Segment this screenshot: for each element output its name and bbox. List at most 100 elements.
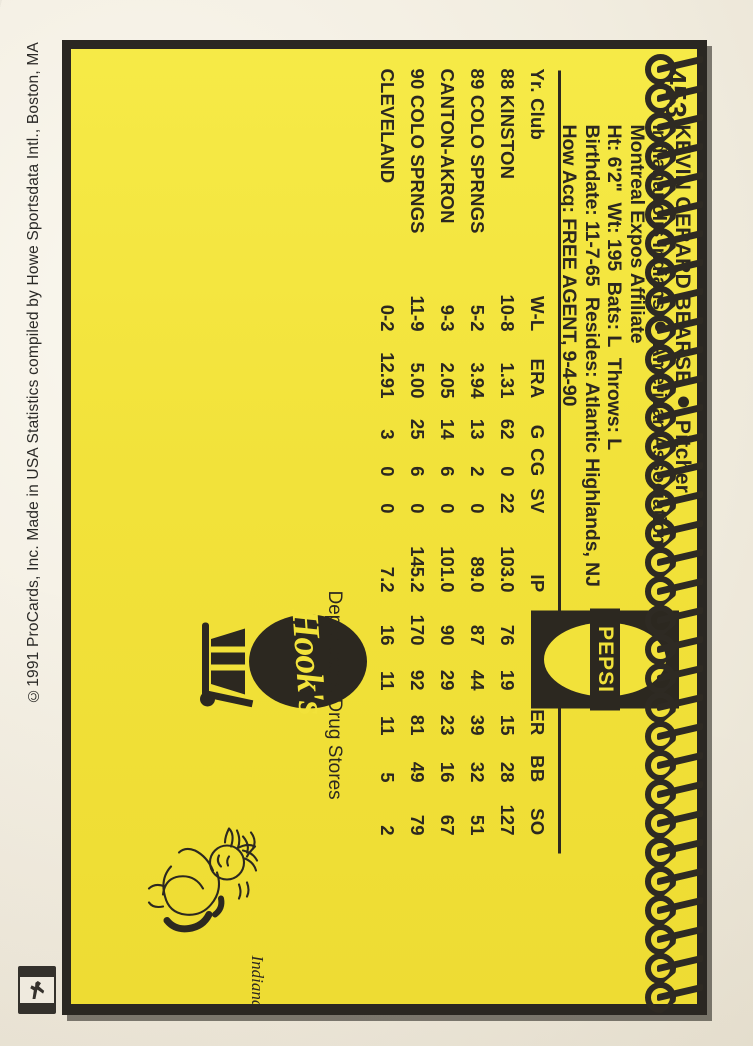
how-acquired-label: How Acq: (558, 124, 581, 213)
column-header-g: G (527, 424, 548, 439)
coil-loop (645, 402, 676, 433)
coil-loop (645, 692, 676, 723)
stat-cell-so: 67 (437, 814, 458, 835)
spiral-coil (645, 54, 703, 85)
spiral-coil (645, 576, 703, 607)
stat-cell-wl: 11-9 (407, 294, 428, 331)
spiral-coil (645, 692, 703, 723)
spiral-coil (645, 721, 703, 752)
mascot-drawing (147, 826, 259, 932)
table-row: CLEVELAND 0-2 12.91 3 0 0 7.2 16 11 11 5 2 (372, 64, 402, 840)
stat-cell-bb: 5 (377, 771, 398, 782)
stat-cell-r: 44 (467, 669, 488, 690)
stat-cell-club: 90 COLO SPRNGS (407, 68, 428, 234)
birthdate-label: Birthdate: (581, 124, 603, 216)
spiral-coil (645, 866, 703, 897)
resides-value: Atlantic Highlands, NJ (581, 381, 603, 587)
coil-loop (645, 547, 676, 578)
stat-cell-er: 15 (497, 714, 518, 735)
hooks-oval: Hook's (249, 607, 367, 715)
stat-cell-h: 170 (407, 614, 428, 645)
coil-loop (645, 924, 676, 955)
stat-cell-sv: 22 (497, 492, 518, 513)
spiral-coil (645, 228, 703, 259)
table-row: CANTON-AKRON 9-3 2.05 14 6 0 101.0 90 29 23 16 67 (432, 64, 462, 840)
stat-cell-g: 3 (377, 428, 398, 439)
coil-loop (645, 286, 676, 317)
stat-cell-sv: 0 (407, 502, 428, 513)
birthdate-value: 11-7-65 (581, 220, 603, 286)
table-row: 90 COLO SPRNGS 11-9 5.00 25 6 0 145.2 170 92 81 49… (402, 64, 432, 840)
coil-loop (645, 344, 676, 375)
coil-loop (645, 257, 676, 288)
spiral-coil (645, 953, 703, 984)
coil-loop (645, 779, 676, 810)
stat-cell-cg: 0 (497, 465, 518, 476)
mortar-slit (211, 664, 245, 670)
stat-cell-bb: 32 (467, 761, 488, 782)
column-header-bb: BB (527, 754, 548, 782)
statistics-table: Yr. Club W-L ERA G CG SV IP H R ER BB SO (372, 64, 552, 840)
height-label: Ht: (603, 124, 626, 151)
coil-loop (645, 808, 676, 839)
card-content-rotated: 453 KEVIN GERARD BEARSE Pitcher Indianap… (71, 50, 697, 1004)
copyright-text: ©1991 ProCards, Inc. Made in USA Statist… (25, 42, 42, 704)
pestle-knob (200, 691, 215, 706)
spiral-coil (645, 605, 703, 636)
coil-loop (645, 373, 676, 404)
stat-cell-ip: 89.0 (467, 555, 488, 592)
stat-cell-cg: 2 (467, 465, 488, 476)
mlb-batter-figure-icon (30, 981, 45, 999)
coil-loop (645, 895, 676, 926)
stat-cell-r: 11 (377, 670, 398, 690)
bio-line-how-acquired: How Acq: FREE AGENT, 9-4-90 (558, 124, 581, 586)
spiral-coil (645, 547, 703, 578)
stat-cell-era: 1.31 (497, 361, 518, 398)
spiral-coil (645, 431, 703, 462)
stat-cell-er: 11 (377, 715, 398, 735)
spiral-coil (645, 489, 703, 520)
bio-divider-rule (558, 70, 561, 853)
mortar-cup (211, 628, 245, 694)
mortar-slit (211, 646, 245, 652)
coil-loop (645, 605, 676, 636)
mlb-logo-icon (18, 966, 56, 1014)
card-frame-left (62, 40, 71, 1015)
stat-cell-cg: 0 (377, 465, 398, 476)
baseball-card: 453 KEVIN GERARD BEARSE Pitcher Indianap… (62, 40, 707, 1015)
spiral-coil (645, 808, 703, 839)
spiral-coil (645, 402, 703, 433)
column-header-era: ERA (527, 358, 548, 398)
coil-loop (645, 199, 676, 230)
stat-cell-ip: 103.0 (497, 545, 518, 592)
resides-label: Resides: (581, 296, 603, 378)
coil-loop (645, 170, 676, 201)
table-header-row: Yr. Club W-L ERA G CG SV IP H R ER BB SO (522, 64, 552, 840)
throws-label: Throws: (603, 357, 626, 433)
coil-loop (645, 721, 676, 752)
stat-cell-h: 90 (437, 624, 458, 645)
stat-cell-h: 16 (377, 624, 398, 645)
spiral-coil (645, 344, 703, 375)
spiral-coil (645, 837, 703, 868)
stat-cell-ip: 7.2 (377, 566, 398, 592)
stat-cell-club: 89 COLO SPRNGS (467, 68, 488, 234)
stat-cell-era: 2.05 (437, 361, 458, 398)
bats-label: Bats: (603, 281, 626, 330)
column-header-club: Yr. Club (527, 68, 548, 140)
coil-loop (645, 228, 676, 259)
coil-loop (645, 315, 676, 346)
stat-cell-sv: 0 (377, 502, 398, 513)
spiral-coil (645, 199, 703, 230)
stat-cell-wl: 9-3 (437, 304, 458, 331)
stat-cell-wl: 5-2 (467, 304, 488, 331)
spiral-coil (645, 779, 703, 810)
stat-cell-so: 2 (377, 824, 398, 835)
spiral-coil (645, 895, 703, 926)
spiral-coil (645, 460, 703, 491)
spiral-binding (635, 40, 707, 1015)
spiral-coil (645, 286, 703, 317)
spiral-coil (645, 373, 703, 404)
stat-cell-era: 3.94 (467, 361, 488, 398)
throws-value: L (603, 437, 626, 450)
